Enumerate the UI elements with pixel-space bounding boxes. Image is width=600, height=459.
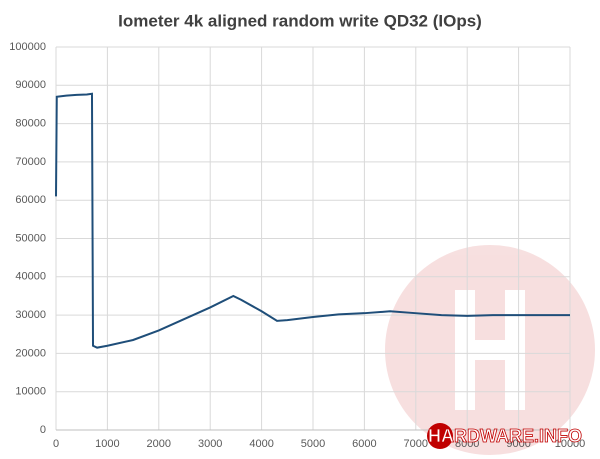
x-tick-label: 0 xyxy=(53,438,59,450)
x-tick-label: 1000 xyxy=(95,438,119,450)
y-tick-label: 50000 xyxy=(15,232,46,244)
series-line xyxy=(55,92,570,349)
y-tick-label: 100000 xyxy=(9,41,46,53)
chart-title: Iometer 4k aligned random write QD32 (IO… xyxy=(118,11,482,30)
x-tick-label: 3000 xyxy=(198,438,222,450)
x-tick-label: 6000 xyxy=(352,438,376,450)
y-tick-label: 60000 xyxy=(15,194,46,206)
x-tick-label: 2000 xyxy=(147,438,171,450)
y-tick-label: 20000 xyxy=(15,347,46,359)
watermark-text: HARDWARE.INFO xyxy=(428,426,582,446)
x-tick-label: 5000 xyxy=(301,438,325,450)
x-tick-label: 10000 xyxy=(555,438,586,450)
x-tick-label: 4000 xyxy=(249,438,273,450)
y-tick-label: 0 xyxy=(40,424,46,436)
x-tick-label: 8000 xyxy=(455,438,479,450)
watermark-logo xyxy=(385,245,595,455)
x-tick-label: 7000 xyxy=(404,438,428,450)
y-tick-label: 90000 xyxy=(15,79,46,91)
y-tick-label: 40000 xyxy=(15,271,46,283)
y-tick-label: 10000 xyxy=(15,386,46,398)
x-tick-label: 9000 xyxy=(506,438,530,450)
y-tick-label: 70000 xyxy=(15,156,46,168)
watermark-icon xyxy=(427,423,453,449)
y-tick-label: 30000 xyxy=(15,309,46,321)
y-tick-label: 80000 xyxy=(15,118,46,130)
